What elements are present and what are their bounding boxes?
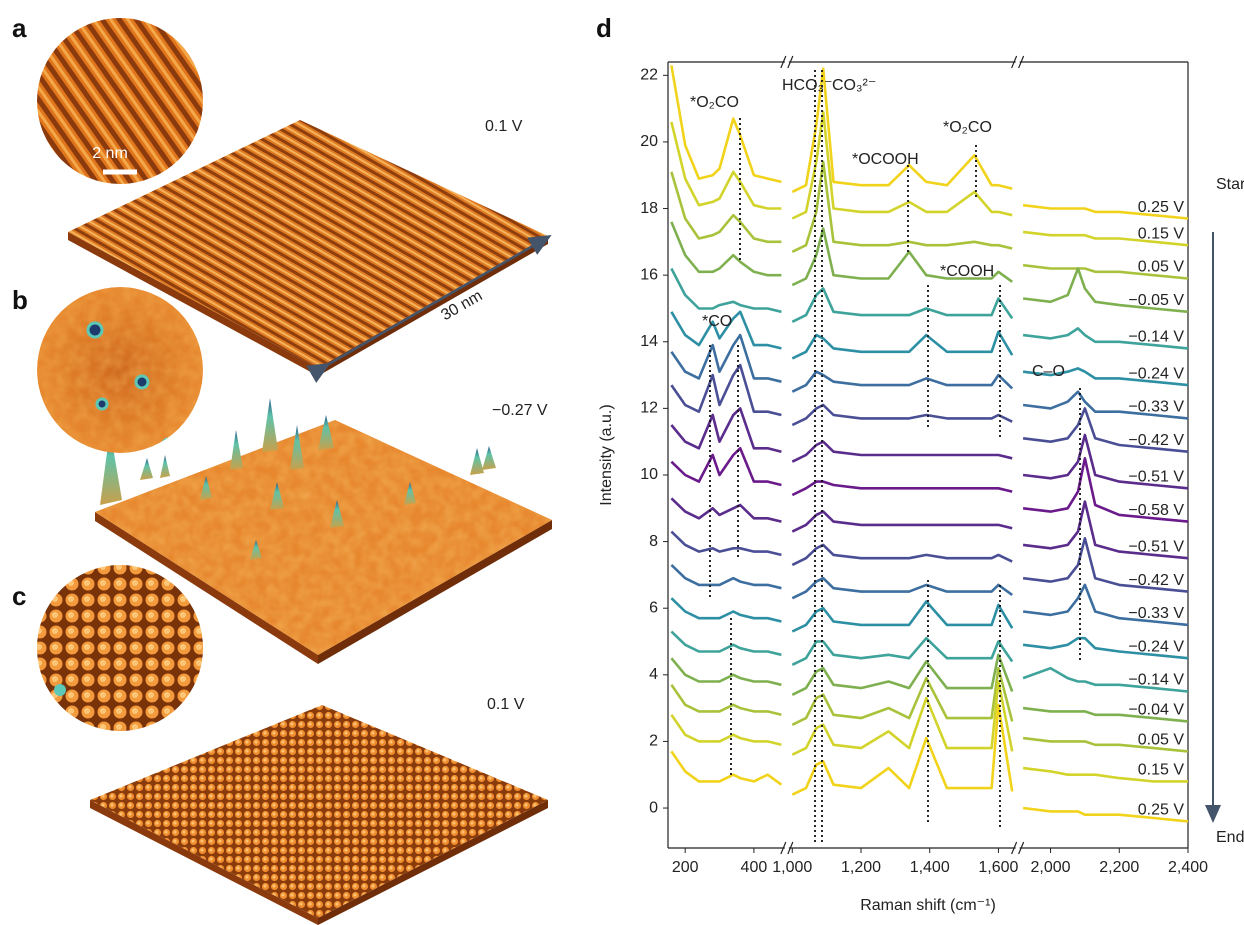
series-label: 0.05 V <box>1138 732 1185 749</box>
series-label: −0.51 V <box>1128 469 1184 486</box>
x-tick-label: 2,200 <box>1099 859 1139 876</box>
series-label: −0.42 V <box>1128 572 1184 589</box>
peak-annotation: CO₃²⁻ <box>832 77 876 94</box>
series-label: −0.51 V <box>1128 538 1184 555</box>
y-tick-label: 4 <box>649 666 658 683</box>
x-axis-title: Raman shift (cm⁻¹) <box>860 897 996 914</box>
y-axis-title: Intensity (a.u.) <box>598 404 615 505</box>
voltage-label: −0.27 V <box>492 402 548 419</box>
y-tick-label: 12 <box>640 400 658 417</box>
spectrum-line <box>671 222 781 275</box>
end-label: End <box>1216 829 1244 846</box>
peak-annotation: *CO <box>702 313 732 330</box>
spectrum-line <box>792 638 1012 665</box>
panel-letter: a <box>12 13 27 43</box>
spectrum-line <box>792 372 1012 392</box>
spectrum-line <box>792 332 1012 359</box>
spectrum-line <box>792 655 1012 695</box>
peak-annotation: *OCOOH <box>852 151 919 168</box>
spectrum-line <box>792 512 1012 532</box>
series-label: −0.58 V <box>1128 502 1184 519</box>
series-label: −0.24 V <box>1128 638 1184 655</box>
spectrum-line <box>792 578 1012 598</box>
x-tick-label: 200 <box>672 859 699 876</box>
y-tick-label: 0 <box>649 799 658 816</box>
series-label: −0.33 V <box>1128 605 1184 622</box>
series-label: 0.15 V <box>1138 762 1185 779</box>
panel-letter: b <box>12 285 28 315</box>
x-tick-label: 1,400 <box>910 859 950 876</box>
series-label: −0.33 V <box>1128 399 1184 416</box>
series-label: 0.25 V <box>1138 199 1185 216</box>
y-tick-label: 10 <box>640 466 658 483</box>
x-tick-label: 1,000 <box>772 859 812 876</box>
start-label: Start <box>1216 176 1244 193</box>
scale-bar-label: 2 nm <box>92 145 128 162</box>
y-tick-label: 14 <box>640 333 658 350</box>
series-label: −0.14 V <box>1128 672 1184 689</box>
spectrum-line <box>792 442 1012 462</box>
x-tick-label: 2,400 <box>1168 859 1208 876</box>
y-tick-label: 8 <box>649 533 658 550</box>
series-label: 0.15 V <box>1138 225 1185 242</box>
spectrum-line <box>671 632 781 655</box>
y-tick-label: 6 <box>649 599 658 616</box>
x-tick-label: 1,600 <box>978 859 1018 876</box>
series-label: 0.05 V <box>1138 259 1185 276</box>
spectrum-line <box>671 532 781 555</box>
series-label: −0.05 V <box>1128 292 1184 309</box>
x-tick-label: 1,200 <box>841 859 881 876</box>
series-label: 0.25 V <box>1138 802 1185 819</box>
spectrum-line <box>671 751 781 784</box>
series-label: −0.24 V <box>1128 365 1184 382</box>
spectrum-line <box>671 598 781 621</box>
y-tick-label: 20 <box>640 133 658 150</box>
spectrum-line <box>671 448 781 485</box>
series-label: −0.42 V <box>1128 432 1184 449</box>
spectrum-line <box>671 122 781 209</box>
spectrum-line <box>671 658 781 685</box>
figure: a b c d 2 nm 30 nm 0.1 V <box>0 0 1244 925</box>
spectrum-line <box>792 289 1012 322</box>
y-tick-label: 2 <box>649 733 658 750</box>
spectrum-line <box>792 405 1012 425</box>
spectrum-line <box>792 602 1012 632</box>
y-tick-label: 16 <box>640 266 658 283</box>
spectrum-line <box>671 498 781 521</box>
peak-annotation: C–O <box>1032 363 1065 380</box>
voltage-label: 0.1 V <box>485 118 523 135</box>
spectrum-line <box>671 715 781 745</box>
spectrum-line <box>671 685 781 715</box>
series-label: −0.14 V <box>1128 329 1184 346</box>
spectrum-line <box>671 565 781 588</box>
peak-annotation: *O₂CO <box>690 94 739 111</box>
y-tick-label: 18 <box>640 200 658 217</box>
x-tick-label: 400 <box>741 859 768 876</box>
spectrum-line <box>792 668 1012 725</box>
y-tick-label: 22 <box>640 67 658 84</box>
panel-letter: d <box>596 13 612 43</box>
spectrum-line <box>792 482 1012 495</box>
x-tick-label: 2,000 <box>1031 859 1071 876</box>
series-label: −0.04 V <box>1128 702 1184 719</box>
voltage-label: 0.1 V <box>487 696 525 713</box>
spectrum-line <box>671 335 781 382</box>
peak-annotation: *COOH <box>940 263 994 280</box>
spectrum-line <box>792 545 1012 565</box>
spectrum-line <box>671 408 781 451</box>
panel-letter: c <box>12 581 26 611</box>
peak-annotation: *O₂CO <box>943 119 992 136</box>
spectrum-line <box>671 65 781 182</box>
peak-annotation: HCO₃⁻ <box>782 77 833 94</box>
